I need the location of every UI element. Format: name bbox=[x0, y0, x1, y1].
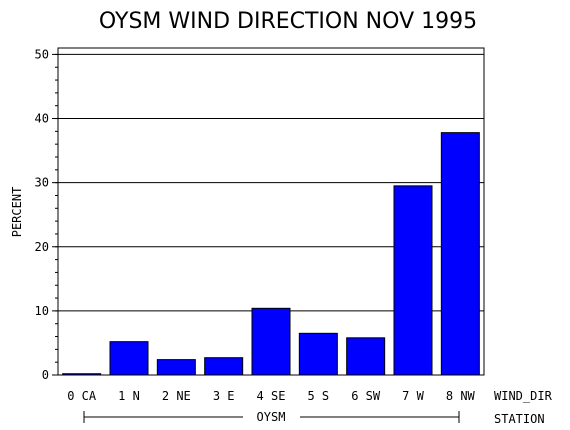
bar-2-ne bbox=[156, 359, 196, 376]
x-tick-label: 5 S bbox=[307, 389, 329, 403]
bar-6-sw bbox=[346, 337, 386, 376]
x-tick-label: 1 N bbox=[118, 389, 140, 403]
station-bracket bbox=[83, 411, 460, 423]
y-tick-label: 10 bbox=[35, 304, 49, 318]
y-tick-label: 20 bbox=[35, 240, 49, 254]
bar-7-w bbox=[393, 185, 433, 376]
y-tick-label: 30 bbox=[35, 176, 49, 190]
bar-1-n bbox=[109, 341, 149, 376]
bar-5-s bbox=[298, 332, 338, 376]
x-axis: 0 CA 1 N 2 NE 3 E 4 SE 5 S 6 SW 7 W 8 NW bbox=[67, 389, 475, 403]
x-tick-label: 0 CA bbox=[67, 389, 97, 403]
bar-8-nw bbox=[440, 132, 480, 376]
x-tick-label: 2 NE bbox=[162, 389, 191, 403]
bar-4-se bbox=[251, 307, 291, 376]
x-tick-label: 8 NW bbox=[446, 389, 476, 403]
x-tick-label: 7 W bbox=[402, 389, 424, 403]
y-axis-label: PERCENT bbox=[10, 187, 24, 238]
y-tick-label: 0 bbox=[42, 368, 49, 382]
x-axis-label: WIND_DIR bbox=[494, 389, 553, 403]
x-tick-label: 3 E bbox=[213, 389, 235, 403]
y-tick-label: 40 bbox=[35, 112, 49, 126]
chart-title: OYSM WIND DIRECTION NOV 1995 bbox=[99, 9, 477, 34]
x-tick-label: 6 SW bbox=[351, 389, 381, 403]
station-axis-label: STATION bbox=[494, 412, 545, 426]
x-tick-label: 4 SE bbox=[257, 389, 286, 403]
y-tick-label: 50 bbox=[35, 47, 49, 61]
station-group-label: OYSM bbox=[257, 410, 286, 424]
y-axis: 0 10 20 30 40 50 bbox=[35, 47, 58, 382]
bar-3-e bbox=[204, 357, 244, 376]
bars bbox=[62, 132, 480, 376]
plot-frame bbox=[57, 47, 485, 376]
